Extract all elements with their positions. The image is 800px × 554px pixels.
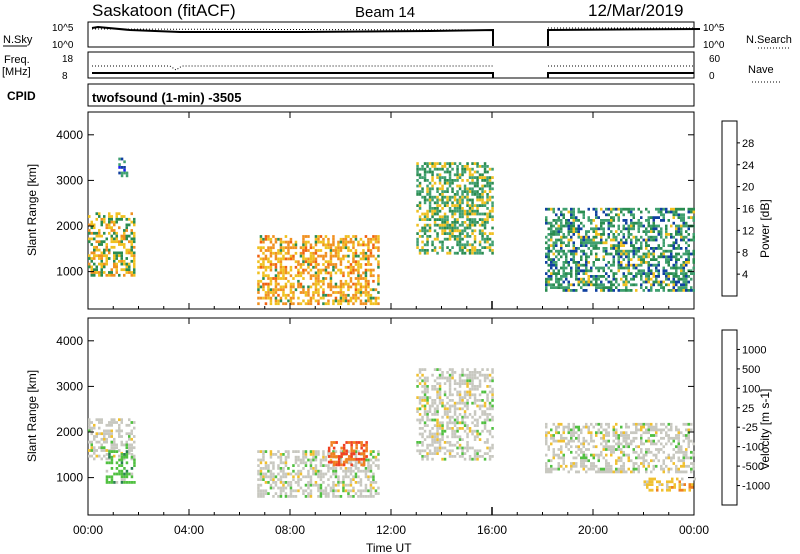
velocity-ylabel: Slant Range [km] xyxy=(25,370,39,462)
power-colorbar-frame xyxy=(721,120,738,297)
velocity-colorbar-tick-label: 500 xyxy=(742,364,760,376)
velocity-colorbar-label: Velocity [m s-1] xyxy=(758,389,772,470)
velocity-colorbar-tick-label: -25 xyxy=(742,422,758,434)
cpid-frame xyxy=(87,83,695,107)
velocity-colorbar-tick-label: -100 xyxy=(742,442,764,454)
noise-right-tick-top: 10^5 xyxy=(703,23,725,34)
axes: 00:00 04:00 08:00 12:00 16:00 20:00 00:00 1000 1… xyxy=(56,112,709,537)
power-colorbar-tick-label: 20 xyxy=(742,182,754,194)
y-tick-label: 1000 xyxy=(56,265,83,279)
velocity-colorbar-tick-label: 25 xyxy=(742,403,754,415)
power-echo-region xyxy=(545,207,695,292)
y-tick-label: 1000 xyxy=(56,471,83,485)
freq-panel-frame xyxy=(87,51,695,79)
freq-left-label-2: [MHz] xyxy=(2,66,31,78)
noise-right-tick-bottom: 10^0 xyxy=(703,40,725,51)
velocity-echo-region xyxy=(545,422,695,474)
x-tick-label: 20:00 xyxy=(578,523,608,537)
y-tick-label: 4000 xyxy=(56,128,83,142)
x-tick-label: 04:00 xyxy=(174,523,204,537)
xaxis-label: Time UT xyxy=(366,541,412,554)
freq-line xyxy=(92,72,694,78)
y-tick-label: 3000 xyxy=(56,173,83,187)
power-colorbar-tick-label: 8 xyxy=(742,247,748,259)
power-heatmap xyxy=(88,157,695,306)
noise-left-tick-bottom: 10^0 xyxy=(52,40,74,51)
y-tick-label: 3000 xyxy=(56,379,83,393)
velocity-echo-region xyxy=(327,441,368,467)
power-echo-region xyxy=(416,162,494,255)
freq-left-label-1: Freq. xyxy=(4,54,30,66)
power-colorbar-tick-label: 16 xyxy=(742,204,754,216)
velocity-echo-region xyxy=(643,477,696,492)
power-echo-region xyxy=(257,235,380,306)
velocity-panel-frame xyxy=(87,317,695,516)
cpid-label: CPID xyxy=(7,89,36,103)
velocity-echo-region xyxy=(105,450,136,484)
velocity-colorbar-tick-label: -500 xyxy=(742,461,764,473)
x-tick-label: 16:00 xyxy=(477,523,507,537)
x-tick-label: 08:00 xyxy=(275,523,305,537)
noise-right-label: N.Search xyxy=(746,34,792,46)
freq-panel: Freq. [MHz] 18 8 60 0 Nave xyxy=(2,51,780,83)
velocity-echo-region xyxy=(257,450,380,498)
freq-right-tick-top: 60 xyxy=(709,54,721,65)
date-title: 12/Mar/2019 xyxy=(588,1,683,20)
x-tick-label: 00:00 xyxy=(679,523,709,537)
power-colorbar-tick-label: 4 xyxy=(742,269,748,281)
power-echo-region xyxy=(118,157,129,178)
velocity-heatmap xyxy=(88,368,696,498)
noise-left-tick-top: 10^5 xyxy=(52,23,74,34)
y-tick-label: 4000 xyxy=(56,334,83,348)
power-colorbar-tick-label: 12 xyxy=(742,225,754,237)
velocity-echo-region xyxy=(416,368,494,461)
velocity-colorbar-frame xyxy=(721,329,738,506)
cpid-program: twofsound (1-min) -3505 xyxy=(92,90,242,105)
noise-panel: N.Sky 10^5 10^0 10^5 10^0 N.Search xyxy=(3,21,792,51)
power-colorbar-tick-label: 28 xyxy=(742,138,754,150)
beam-title: Beam 14 xyxy=(355,4,415,21)
freq-left-tick-top: 18 xyxy=(62,54,74,65)
velocity-colorbar-tick-label: 1000 xyxy=(742,344,766,356)
velocity-colorbar: 1000 500 100 25 -25 -100 -500 -1000 xyxy=(721,329,770,506)
noise-search-line xyxy=(91,27,694,31)
power-ylabel: Slant Range [km] xyxy=(25,164,39,256)
noise-left-label: N.Sky xyxy=(3,34,33,46)
y-tick-label: 2000 xyxy=(56,219,83,233)
x-tick-label: 00:00 xyxy=(73,523,103,537)
noise-panel-frame xyxy=(87,21,695,48)
velocity-colorbar-tick-label: 100 xyxy=(742,383,760,395)
power-colorbar-tick-label: 24 xyxy=(742,160,754,172)
freq-right-tick-bottom: 0 xyxy=(709,71,715,82)
y-tick-label: 2000 xyxy=(56,425,83,439)
power-colorbar: 28 24 20 16 12 8 4 xyxy=(721,120,754,297)
velocity-colorbar-tick-label: -1000 xyxy=(742,481,770,493)
freq-right-label: Nave xyxy=(748,64,774,76)
x-tick-label: 12:00 xyxy=(376,523,406,537)
nave-line xyxy=(92,65,694,71)
power-echo-region xyxy=(88,212,136,277)
power-colorbar-label: Power [dB] xyxy=(758,199,772,258)
station-title: Saskatoon (fitACF) xyxy=(92,1,236,20)
freq-left-tick-bottom: 8 xyxy=(62,71,68,82)
power-panel-frame xyxy=(87,111,695,310)
noise-sky-line xyxy=(91,25,701,46)
